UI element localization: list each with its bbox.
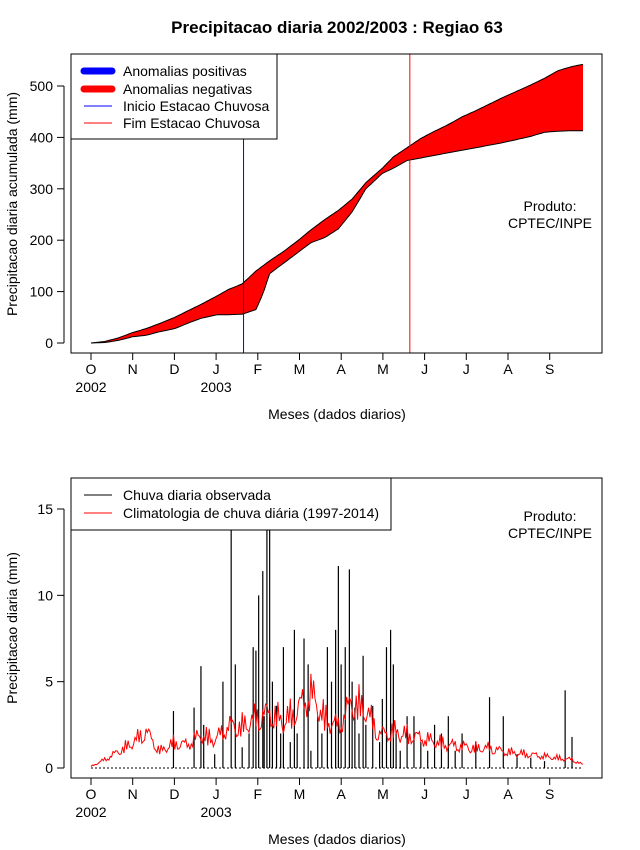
top-x-tick-label: A [337,361,347,377]
top-legend: Anomalias positivas Anomalias negativas … [70,53,278,140]
bottom-y-tick-label: 5 [45,674,53,690]
top-x-tick-label: J [421,361,428,377]
bottom-plot-area [90,491,584,769]
bottom-y-tick-label: 10 [37,587,53,603]
top-x-tick-label: M [377,361,389,377]
bottom-annotation-line2: CPTEC/INPE [508,525,592,541]
bottom-year-label: 2003 [201,804,232,820]
top-x-tick-label: J [463,361,470,377]
bottom-x-tick-label: A [503,786,513,802]
top-x-tick-label: A [503,361,513,377]
bottom-x-tick-label: O [86,786,97,802]
top-y-axis: 0 100 200 300 400 500 [30,78,65,351]
top-y-tick-label: 300 [30,181,54,197]
bottom-y-tick-label: 15 [37,501,53,517]
bottom-x-axis: O N D J F M A M J J A S 2002 2003 [75,777,554,820]
top-x-tick-label: M [294,361,306,377]
climatology-daily-line [90,673,584,768]
top-x-tick-label: D [169,361,179,377]
bottom-x-tick-label: J [213,786,220,802]
bottom-x-tick-label: S [545,786,554,802]
legend-label-observed: Chuva diaria observada [123,487,271,503]
bottom-legend: Chuva diaria observada Climatologia de c… [70,477,392,531]
top-chart-title: Precipitacao diaria 2002/2003 : Regiao 6… [171,18,503,37]
top-year-label: 2003 [201,379,232,395]
bottom-year-label: 2002 [75,804,106,820]
top-x-tick-label: S [545,361,554,377]
top-x-tick-label: N [128,361,138,377]
top-y-tick-label: 100 [30,284,54,300]
legend-label-climatology: Climatologia de chuva diária (1997-2014) [123,505,379,521]
climatology-cumulative-line [90,63,584,344]
bottom-x-tick-label: M [294,786,306,802]
top-annotation-line1: Produto: [524,198,577,214]
observed-cumulative-line [90,130,583,344]
bottom-x-tick-label: D [169,786,179,802]
top-y-tick-label: 200 [30,232,54,248]
bottom-annotation-line1: Produto: [524,508,577,524]
top-x-tick-label: J [213,361,220,377]
top-x-tick-label: O [86,361,97,377]
bottom-x-axis-label: Meses (dados diarios) [268,831,406,847]
legend-label-positive: Anomalias positivas [123,63,247,79]
bottom-y-axis: 0 5 10 15 [37,501,65,776]
top-x-axis-label: Meses (dados diarios) [268,406,406,422]
bottom-y-axis-label: Precipitacao diaria (mm) [4,552,20,704]
bottom-x-tick-label: J [463,786,470,802]
bottom-x-tick-label: A [337,786,347,802]
bottom-y-tick-label: 0 [45,760,53,776]
bottom-x-tick-label: J [421,786,428,802]
top-y-tick-label: 500 [30,78,54,94]
legend-label-season-start: Inicio Estacao Chuvosa [123,98,270,114]
top-year-label: 2002 [75,379,106,395]
legend-label-negative: Anomalias negativas [123,81,252,97]
top-annotation-line2: CPTEC/INPE [508,215,592,231]
top-x-tick-label: F [254,361,263,377]
top-y-tick-label: 400 [30,129,54,145]
bottom-legend-box [70,477,392,531]
bottom-x-tick-label: M [377,786,389,802]
negative-anomaly-area [91,64,583,344]
bottom-x-tick-label: N [128,786,138,802]
bottom-x-tick-label: F [254,786,263,802]
top-y-axis-label: Precipitacao diaria acumulada (mm) [4,92,20,316]
top-x-axis: O N D J F M A M J J A S 2002 2003 [75,352,554,395]
legend-label-season-end: Fim Estacao Chuvosa [123,115,260,131]
top-y-tick-label: 0 [45,335,53,351]
